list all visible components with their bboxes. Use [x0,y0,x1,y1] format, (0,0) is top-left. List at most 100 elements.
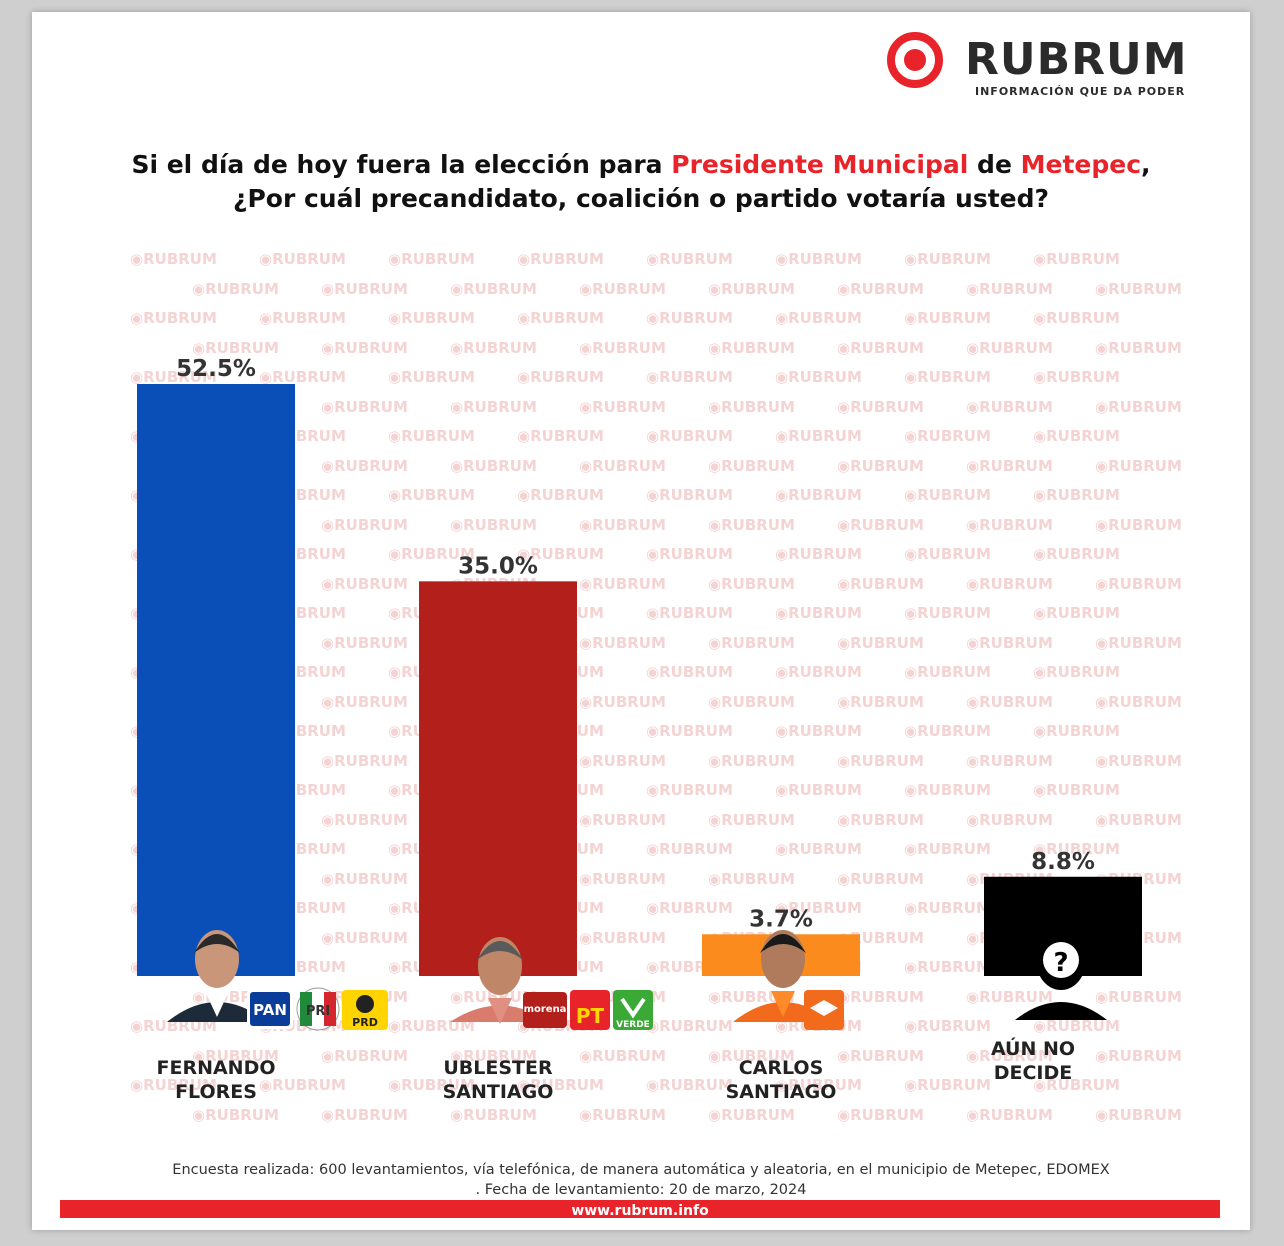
watermark-text: ◉RUBRUM [259,309,346,327]
watermark-text: ◉RUBRUM [321,810,408,829]
watermark-text: ◉RUBRUM [388,1076,475,1094]
watermark-text: ◉RUBRUM [450,397,537,416]
watermark-text: ◉RUBRUM [708,574,795,593]
watermark-text: ◉RUBRUM [646,1076,733,1094]
watermark-text: ◉RUBRUM [321,928,408,947]
watermark-text: ◉RUBRUM [837,633,924,652]
watermark-text: ◉RUBRUM [837,869,924,888]
watermark-text: ◉RUBRUM [1033,250,1120,268]
watermark-text: ◉RUBRUM [966,810,1053,829]
watermark-text: ◉RUBRUM [904,840,991,858]
watermark-text: ◉RUBRUM [775,1076,862,1094]
watermark-text: ◉RUBRUM [837,987,924,1006]
watermark-text: ◉RUBRUM [517,1076,604,1094]
watermark-text: ◉RUBRUM [579,397,666,416]
watermark-text: ◉RUBRUM [579,279,666,298]
watermark-text: ◉RUBRUM [775,309,862,327]
category-label: DECIDE [994,1062,1073,1084]
prd-logo-icon [356,995,374,1013]
watermark-text: ◉RUBRUM [192,1105,279,1124]
watermark-text: ◉RUBRUM [1095,1105,1182,1124]
watermark-text: ◉RUBRUM [450,279,537,298]
watermark-text: ◉RUBRUM [321,1046,408,1065]
watermark-text: ◉RUBRUM [837,279,924,298]
bar-value-label: 8.8% [1031,849,1095,875]
title-line-2: ¿Por cuál precandidato, coalición o part… [232,184,1050,213]
pan-logo-icon [250,992,290,1026]
watermark-text: ◉RUBRUM [904,1076,991,1094]
watermark-text: ◉RUBRUM [904,545,991,563]
watermark-text: ◉RUBRUM [1033,486,1120,504]
watermark-text: ◉RUBRUM [579,338,666,357]
watermark-text: ◉RUBRUM [837,810,924,829]
watermark-text: ◉RUBRUM [388,368,475,386]
candidate-hair [477,941,523,960]
watermark-text: ◉RUBRUM [579,928,666,947]
watermark-text: ◉RUBRUM [708,397,795,416]
watermark-text: ◉RUBRUM [1095,574,1182,593]
watermark-text: ◉RUBRUM [646,899,733,917]
watermark-text: ◉RUBRUM [1095,515,1182,534]
watermark-text: ◉RUBRUM [904,309,991,327]
watermark-text: ◉RUBRUM [388,545,475,563]
watermark-text: ◉RUBRUM [646,309,733,327]
watermark-text: ◉RUBRUM [1095,1046,1182,1065]
watermark-text: ◉RUBRUM [1033,604,1120,622]
watermark-text: ◉RUBRUM [646,368,733,386]
bar-value-label: 3.7% [749,906,813,932]
watermark-text: ◉RUBRUM [904,781,991,799]
survey-note-line-1: Encuesta realizada: 600 levantamientos, … [172,1162,1110,1178]
silhouette-body [1015,1002,1107,1020]
watermark-text: ◉RUBRUM [579,633,666,652]
watermark-text: ◉RUBRUM [775,545,862,563]
bar-value-label: 52.5% [176,356,256,382]
watermark-text: ◉RUBRUM [192,338,279,357]
watermark-text: ◉RUBRUM [450,987,537,1006]
watermark-text: ◉RUBRUM [966,515,1053,534]
watermark-text: ◉RUBRUM [904,486,991,504]
watermark-text: ◉RUBRUM [775,427,862,445]
chart-title: Si el día de hoy fuera la elección para … [32,148,1250,216]
watermark-text: ◉RUBRUM [904,604,991,622]
watermark-text: ◉RUBRUM [130,309,217,327]
watermark-text: ◉RUBRUM [321,574,408,593]
watermark-text: ◉RUBRUM [1095,456,1182,475]
watermark-text: ◉RUBRUM [837,515,924,534]
watermark-text: ◉RUBRUM [708,869,795,888]
watermark-text: ◉RUBRUM [517,545,604,563]
rubrum-ring-icon [887,32,943,88]
watermark-text: ◉RUBRUM [579,456,666,475]
watermark-text: ◉RUBRUM [321,279,408,298]
watermark-text: ◉RUBRUM [1033,722,1120,740]
watermark-text: ◉RUBRUM [708,456,795,475]
watermark-text: ◉RUBRUM [579,1105,666,1124]
morena-logo-label: morena [524,1004,567,1015]
watermark-text: ◉RUBRUM [904,663,991,681]
watermark-text: ◉RUBRUM [579,1046,666,1065]
watermark-text: ◉RUBRUM [1033,1017,1120,1035]
bar [419,581,577,976]
category-label: SANTIAGO [726,1081,837,1103]
pri-logo-icon [324,992,336,1026]
title-line-1: Si el día de hoy fuera la elección para … [32,148,1250,182]
watermark-text: ◉RUBRUM [775,250,862,268]
watermark-text: ◉RUBRUM [904,1017,991,1035]
category-label: UBLESTER [443,1057,553,1079]
logo-tagline: INFORMACIÓN QUE DA PODER [975,85,1186,98]
watermark-text: ◉RUBRUM [837,574,924,593]
watermark-text: ◉RUBRUM [646,604,733,622]
question-mark-icon [1043,942,1079,978]
watermark-text: ◉RUBRUM [837,456,924,475]
watermark-text: ◉RUBRUM [321,633,408,652]
watermark-text: ◉RUBRUM [708,751,795,770]
pt-logo-icon [570,990,610,1030]
title-prefix: Si el día de hoy fuera la elección para [131,150,672,179]
pt-logo-label: PT [576,1004,605,1028]
watermark-text: ◉RUBRUM [1033,663,1120,681]
watermark-text: ◉RUBRUM [450,338,537,357]
pan-logo-label: PAN [253,1001,287,1019]
website-link[interactable]: www.rubrum.info [571,1203,709,1218]
watermark-text: ◉RUBRUM [646,1017,733,1035]
watermark-text: ◉RUBRUM [775,663,862,681]
category-label: AÚN NO [991,1036,1075,1060]
